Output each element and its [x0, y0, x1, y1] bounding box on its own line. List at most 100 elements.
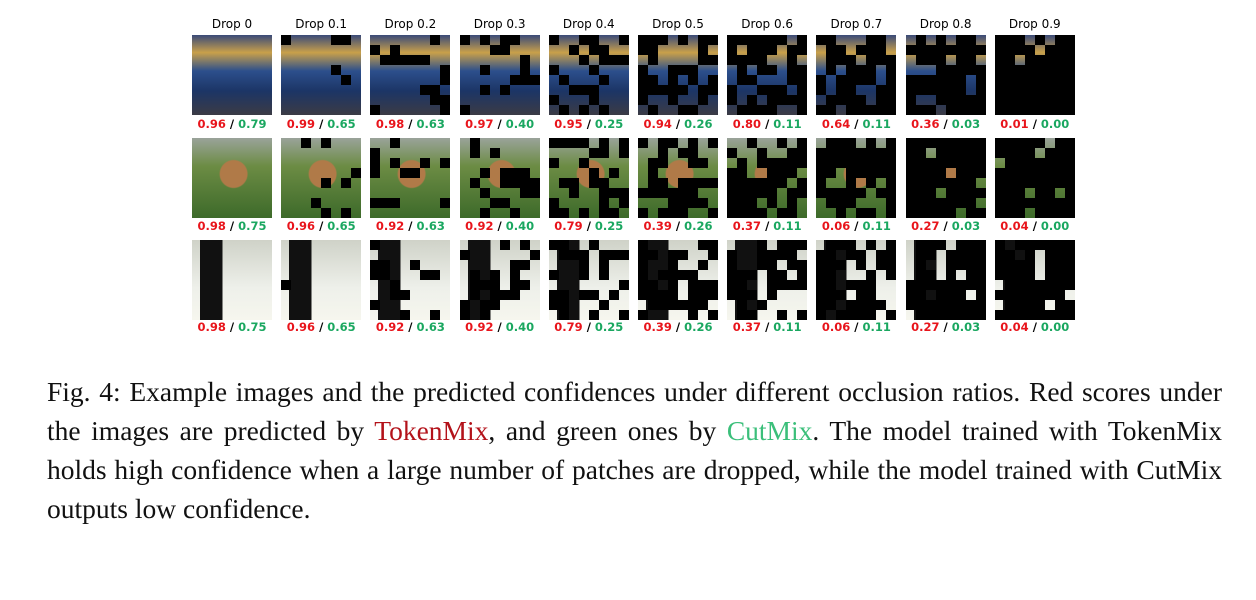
dropped-patch	[737, 168, 748, 178]
dropped-patch	[965, 260, 976, 270]
dropped-patch	[638, 208, 648, 218]
dropped-patch	[787, 198, 798, 208]
cutmix-score: 0.40	[505, 117, 535, 131]
dropped-patch	[519, 178, 530, 188]
dropped-patch	[925, 75, 936, 85]
dropped-patch	[846, 148, 857, 158]
dropped-patch	[1054, 105, 1065, 115]
dropped-patch	[1064, 250, 1075, 260]
dropped-patch	[925, 310, 936, 320]
dropped-patch	[548, 240, 559, 250]
dropped-patch	[757, 158, 768, 168]
cutmix-score: 0.03	[951, 320, 981, 334]
dropped-patch	[727, 290, 738, 300]
dropped-patch	[965, 300, 976, 310]
dropped-patch	[876, 158, 887, 168]
dropped-patch	[509, 260, 520, 270]
dropped-patch	[618, 55, 629, 65]
cutmix-score: 0.25	[594, 219, 624, 233]
separator: /	[586, 117, 591, 131]
dropped-patch	[380, 260, 391, 270]
dropped-patch	[975, 45, 986, 55]
dropped-patch	[876, 85, 887, 95]
dropped-patch	[787, 95, 798, 105]
dropped-patch	[1024, 178, 1035, 188]
dropped-patch	[797, 85, 808, 95]
cutmix-score: 0.65	[327, 117, 356, 131]
dropped-patch	[678, 35, 688, 45]
dropped-patch	[836, 45, 847, 55]
dropped-patch	[935, 95, 946, 105]
dropped-patch	[578, 270, 589, 280]
dropped-patch	[826, 198, 837, 208]
column-header: Drop 0.7	[830, 17, 883, 31]
dropped-patch	[975, 85, 986, 95]
dropped-patch	[1044, 95, 1055, 105]
dropped-patch	[519, 168, 530, 178]
dropped-patch	[1004, 270, 1015, 280]
dropped-patch	[915, 45, 926, 55]
dropped-patch	[925, 105, 936, 115]
tokenmix-score: 0.92	[375, 320, 405, 334]
cutmix-score: 0.63	[416, 320, 445, 334]
dropped-patch	[1064, 95, 1075, 105]
dropped-patch	[1044, 208, 1055, 218]
tokenmix-score: 0.27	[911, 320, 940, 334]
dropped-patch	[866, 290, 877, 300]
dropped-patch	[965, 188, 976, 198]
dropped-patch	[578, 138, 589, 148]
dropped-patch	[994, 290, 1005, 300]
score-pair: 0.64 / 0.11	[811, 117, 901, 131]
dropped-patch	[370, 300, 381, 310]
dropped-patch	[370, 148, 381, 158]
dropped-patch	[994, 168, 1005, 178]
dropped-patch	[866, 105, 877, 115]
dropped-patch	[826, 95, 837, 105]
tokenmix-score: 0.98	[375, 117, 405, 131]
dropped-patch	[856, 95, 867, 105]
dropped-patch	[1034, 178, 1045, 188]
dropped-patch	[668, 188, 678, 198]
dropped-patch	[994, 310, 1005, 320]
caption-tokenmix: TokenMix	[374, 415, 489, 446]
dropped-patch	[588, 310, 599, 320]
dropped-patch	[905, 105, 916, 115]
dropped-patch	[509, 290, 520, 300]
dropped-patch	[965, 55, 976, 65]
separator: /	[943, 219, 948, 233]
dropped-patch	[965, 240, 976, 250]
dropped-patch	[905, 178, 916, 188]
dropped-patch	[678, 300, 688, 310]
dropped-patch	[638, 260, 648, 270]
dropped-patch	[856, 75, 867, 85]
dropped-patch	[638, 75, 648, 85]
dropped-patch	[826, 260, 837, 270]
dropped-patch	[975, 290, 986, 300]
dropped-patch	[1014, 148, 1025, 158]
dropped-patch	[886, 310, 897, 320]
dropped-patch	[698, 158, 708, 168]
dropped-patch	[1064, 138, 1075, 148]
dropped-patch	[826, 188, 837, 198]
dropped-patch	[975, 208, 986, 218]
dropped-patch	[598, 270, 609, 280]
dropped-patch	[836, 158, 847, 168]
dropped-patch	[737, 290, 748, 300]
dropped-patch	[787, 280, 798, 290]
dropped-patch	[747, 178, 758, 188]
dropped-patch	[638, 65, 648, 75]
dropped-patch	[529, 75, 540, 85]
dropped-patch	[558, 138, 569, 148]
dropped-patch	[767, 168, 778, 178]
dropped-patch	[519, 280, 530, 290]
dropped-patch	[975, 300, 986, 310]
dropped-patch	[737, 310, 748, 320]
score-pair: 0.92 / 0.40	[455, 219, 545, 233]
dropped-patch	[668, 250, 678, 260]
dropped-patch	[668, 75, 678, 85]
dropped-patch	[965, 148, 976, 158]
dropped-patch	[400, 168, 411, 178]
dropped-patch	[945, 45, 956, 55]
dropped-patch	[767, 35, 778, 45]
example-image	[459, 240, 540, 320]
